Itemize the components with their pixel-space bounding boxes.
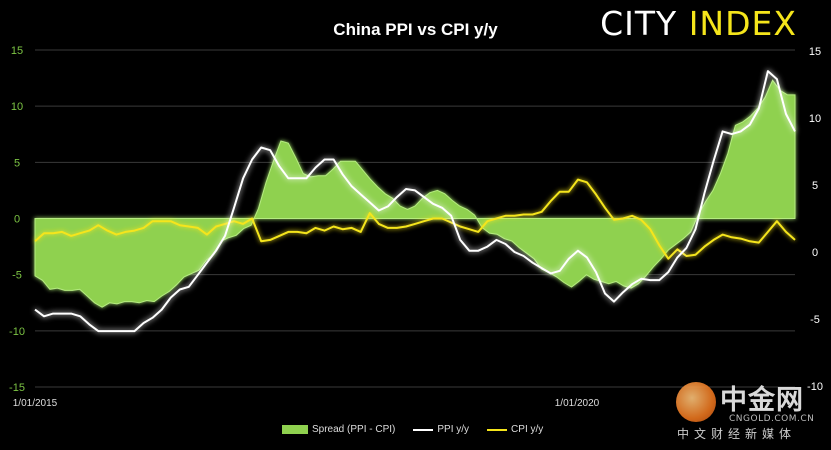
legend-swatch-cpi [487,428,508,431]
chart-legend: Spread (PPI - CPI) PPI y/y CPI y/y [282,424,543,435]
legend-swatch-spread [282,425,308,434]
series-lines-layer [34,70,796,333]
chart-title: China PPI vs CPI y/y [333,20,498,39]
left-axis-tick-label: 15 [11,45,23,57]
spread-area [34,79,796,308]
right-axis-tick-label: 15 [809,46,821,58]
cngold-logo-icon [676,382,716,422]
cpi-line [34,178,796,260]
right-axis: 15 10 5 0 -5 -10 [807,46,823,393]
left-axis-tick-label: 5 [14,157,20,169]
watermark-url: CNGOLD.COM.CN [729,414,815,424]
brand-city: CITY [600,4,689,43]
left-axis-tick-label: -5 [12,270,22,282]
left-axis-tick-label: -15 [9,382,25,394]
legend-label-ppi: PPI y/y [437,424,470,435]
legend-swatch-ppi [413,428,434,431]
right-axis-tick-label: 0 [812,247,818,259]
brand-index: INDEX [688,4,797,43]
x-axis-tick-label: 1/01/2020 [555,398,600,409]
legend-label-spread: Spread (PPI - CPI) [312,424,396,435]
spread-area-layer [34,79,796,308]
watermark-tagline: 中文财经新媒体 [677,427,797,441]
right-axis-tick-label: 10 [809,113,821,125]
watermark-name: 中金网 [720,385,804,416]
right-axis-tick-label: 5 [812,180,818,192]
left-axis-tick-label: 0 [14,214,20,226]
city-index-logo: CITY INDEX [600,4,797,43]
right-axis-tick-label: -10 [807,381,823,393]
left-axis-tick-label: 10 [11,101,23,113]
legend-item-cpi: CPI y/y [487,424,543,435]
legend-item-spread: Spread (PPI - CPI) [282,424,395,435]
x-axis: 1/01/2015 1/01/2020 [13,398,600,409]
cngold-watermark: 中金网 CNGOLD.COM.CN 中文财经新媒体 [672,372,831,450]
legend-label-cpi: CPI y/y [511,424,544,435]
x-axis-tick-label: 1/01/2015 [13,398,58,409]
legend-item-ppi: PPI y/y [413,424,469,435]
ppi-line [34,70,796,333]
left-axis-tick-label: -10 [9,326,25,338]
right-axis-tick-label: -5 [810,314,820,326]
left-axis: 15 10 5 0 -5 -10 -15 [9,45,25,394]
